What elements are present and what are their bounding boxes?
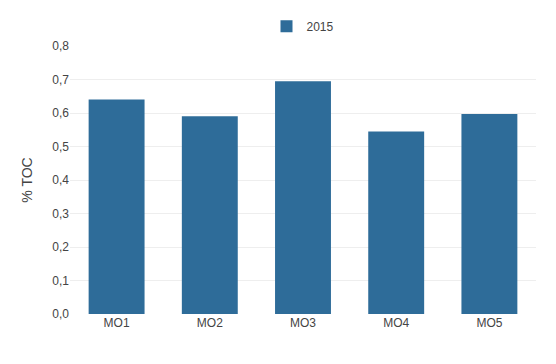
svg-text:0,8: 0,8 (52, 39, 69, 53)
svg-text:MO1: MO1 (104, 316, 130, 330)
svg-text:0,6: 0,6 (52, 106, 69, 120)
svg-text:0,1: 0,1 (52, 274, 69, 288)
svg-text:MO4: MO4 (383, 316, 409, 330)
svg-text:2015: 2015 (307, 20, 334, 34)
svg-text:0,4: 0,4 (52, 173, 69, 187)
svg-text:0,3: 0,3 (52, 207, 69, 221)
svg-text:0,5: 0,5 (52, 140, 69, 154)
svg-text:0,2: 0,2 (52, 240, 69, 254)
svg-text:% TOC: % TOC (19, 157, 35, 202)
svg-text:0,7: 0,7 (52, 73, 69, 87)
svg-text:MO3: MO3 (290, 316, 316, 330)
svg-text:0,0: 0,0 (52, 307, 69, 321)
svg-text:MO5: MO5 (476, 316, 502, 330)
svg-text:MO2: MO2 (197, 316, 223, 330)
